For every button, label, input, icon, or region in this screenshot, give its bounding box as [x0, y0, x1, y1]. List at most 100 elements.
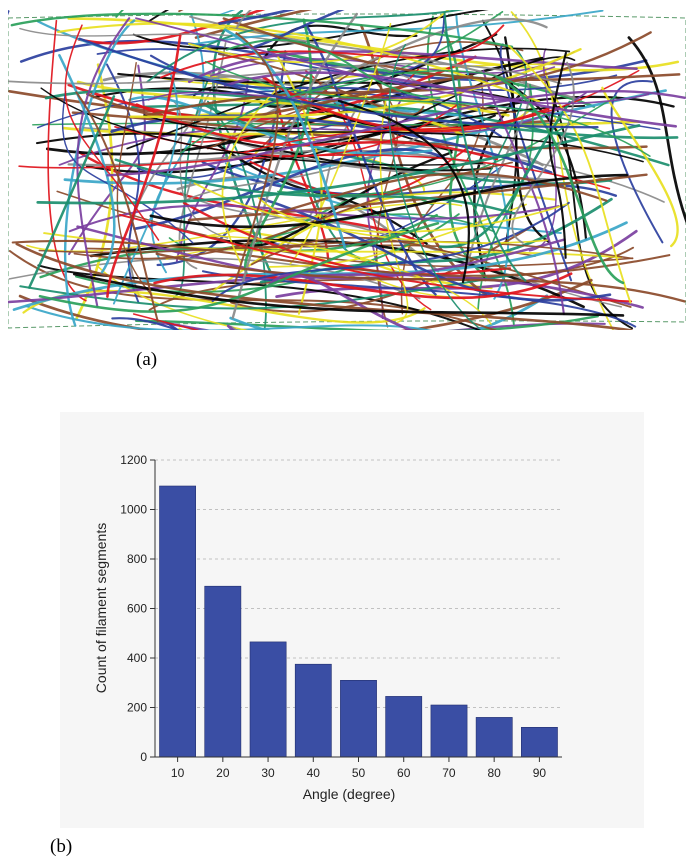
filament-line [18, 278, 593, 330]
filament-line [75, 91, 159, 323]
filament-line [126, 47, 571, 150]
filament-line [116, 61, 153, 296]
bar-90 [520, 726, 558, 758]
filament-line [143, 31, 652, 118]
filament-line [112, 70, 179, 305]
filament-line [118, 213, 633, 303]
filament-line [206, 100, 267, 330]
filament-line [68, 64, 146, 256]
filament-line [548, 51, 567, 259]
filament-line [251, 10, 345, 49]
filament-line [510, 11, 614, 330]
filament-line [86, 74, 474, 122]
filament-line [35, 132, 493, 172]
filament-line [178, 10, 184, 13]
panel-label-b: (b) [50, 836, 73, 857]
filament-line [19, 273, 514, 310]
filament-line [202, 235, 492, 325]
filament-line [261, 75, 550, 133]
filament-line [111, 317, 180, 330]
filament-line [47, 19, 87, 302]
filament-line [78, 37, 599, 129]
y-tick-label: 800 [127, 552, 147, 566]
filament-line [38, 222, 440, 313]
filament-line [61, 90, 194, 244]
filament-line [153, 272, 573, 300]
filament-line [275, 172, 608, 215]
filament-line [296, 69, 361, 259]
filament-line [187, 50, 638, 84]
filament-line [495, 75, 625, 285]
filament-line [57, 22, 541, 103]
filament-line [135, 17, 650, 105]
filament-line [211, 201, 570, 303]
filament-line [131, 103, 670, 167]
filament-line [10, 12, 514, 48]
y-tick-label: 1200 [120, 453, 147, 467]
filament-line [147, 66, 556, 101]
filament-line [443, 11, 527, 282]
filament-line [38, 240, 634, 260]
filament-network-image [8, 10, 686, 330]
bar-30 [249, 641, 287, 758]
filament-line [231, 12, 359, 320]
filament-line [222, 17, 681, 81]
filament-line [443, 30, 488, 279]
filament-line [25, 305, 433, 330]
filament-line [499, 43, 573, 282]
filament-line [106, 89, 686, 177]
bar-10 [159, 485, 197, 758]
filament-line [379, 99, 409, 325]
filament-line [193, 182, 548, 244]
filament-line [133, 147, 445, 231]
filament-lines [8, 10, 686, 330]
bar-70 [430, 704, 468, 758]
filament-line [64, 24, 160, 241]
bar-20 [204, 585, 242, 758]
filament-line [155, 252, 686, 303]
bar-60 [385, 696, 423, 758]
x-tick-label: 50 [352, 766, 366, 780]
filament-line [438, 100, 572, 249]
filament-line [15, 242, 633, 330]
filament-line [221, 81, 285, 264]
y-tick-label: 400 [127, 651, 147, 665]
filament-line [250, 236, 632, 308]
y-tick-label: 600 [127, 602, 147, 616]
y-tick-label: 0 [140, 750, 147, 764]
x-tick-label: 10 [171, 766, 185, 780]
filament-line [258, 197, 568, 233]
bar-40 [294, 663, 332, 758]
bar-80 [475, 717, 513, 758]
filament-line [159, 24, 505, 79]
x-tick-label: 60 [397, 766, 411, 780]
filament-line [27, 95, 116, 289]
filament-line [8, 62, 562, 85]
filament-line [218, 10, 296, 25]
filament-line [223, 71, 678, 128]
filament-line [187, 173, 648, 222]
filament-line [76, 225, 566, 280]
bars [159, 485, 558, 758]
filament-line [135, 315, 599, 330]
filament-line [243, 69, 640, 154]
filament-line [146, 10, 465, 83]
x-tick-label: 90 [533, 766, 547, 780]
filament-line [58, 91, 587, 166]
filament-line [77, 10, 266, 45]
filament-line [106, 34, 182, 298]
filament-line [194, 10, 313, 39]
y-tick-label: 200 [127, 701, 147, 715]
filament-line [230, 224, 535, 313]
axes: 0 200 400 600 800 1000 1200 10 20 30 40 50 60 70 80 90 [120, 453, 562, 780]
filament-line [18, 154, 611, 190]
filament-line [262, 24, 418, 62]
filament-line [135, 103, 499, 161]
x-tick-label: 70 [442, 766, 456, 780]
filament-line [388, 43, 480, 329]
x-tick-label: 40 [307, 766, 321, 780]
filament-line [544, 78, 634, 330]
y-axis-title: Count of filament segments [93, 523, 109, 693]
filament-line [508, 44, 632, 304]
